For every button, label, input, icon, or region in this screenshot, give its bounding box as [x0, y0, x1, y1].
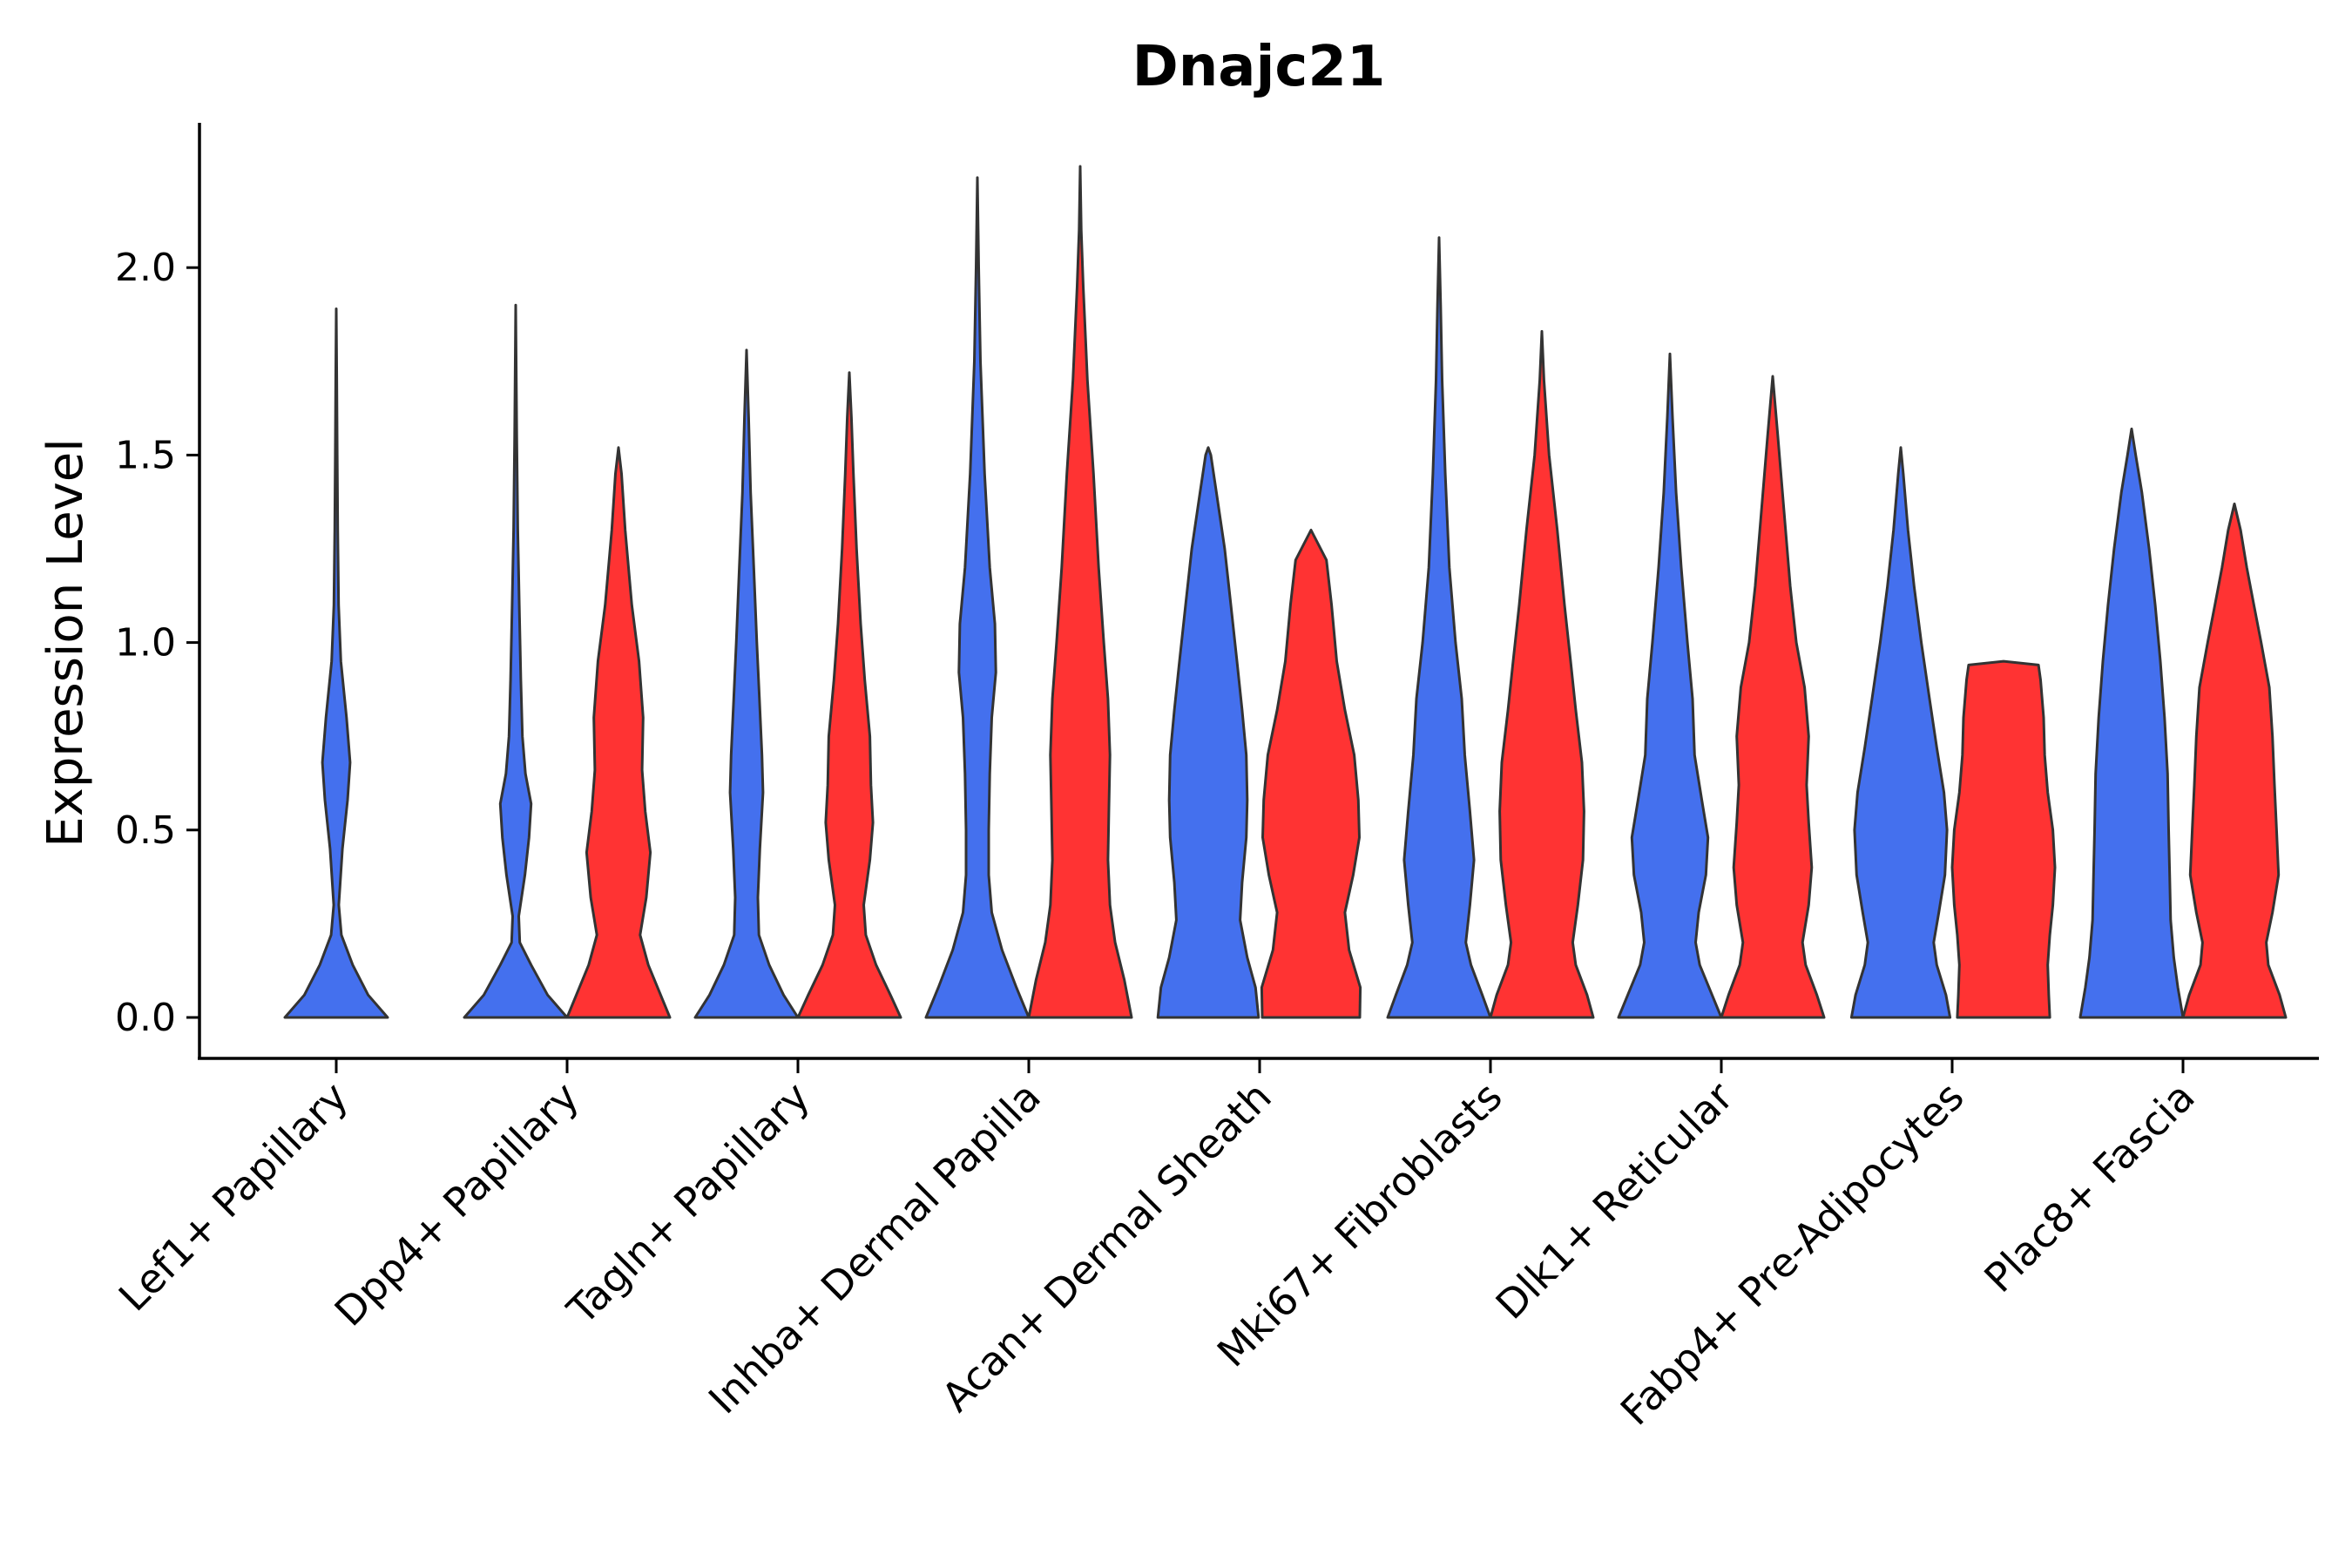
- violin-dlk1-reticular-blue: [1617, 352, 1723, 1019]
- violin-inhba-dermal-papilla-red: [1027, 165, 1133, 1019]
- violin-fabp4-pre-adipocytes-blue: [1849, 446, 1952, 1019]
- violin-lef1-papillary-blue: [283, 308, 389, 1019]
- violin-dlk1-reticular-red: [1720, 375, 1826, 1019]
- violin-dpp4-papillary-blue: [463, 303, 569, 1019]
- y-ticks-group: 0.0 0.5 1.0 1.5 2.0: [115, 246, 199, 1040]
- y-tick-label: 0.0: [115, 996, 176, 1040]
- violin-mki67-fibroblasts-blue: [1386, 236, 1492, 1019]
- y-tick-label: 2.0: [115, 246, 176, 290]
- violin-tagln-papillary-red: [796, 371, 902, 1019]
- violin-plac8-fascia-red: [2181, 502, 2288, 1019]
- violin-mki67-fibroblasts-red: [1489, 329, 1595, 1019]
- violin-acan-dermal-sheath-blue: [1156, 446, 1260, 1019]
- y-axis-label: Expression Level: [37, 438, 94, 848]
- x-tick-label-dlk1-reticular: Dlk1+ Reticular: [1487, 1073, 1742, 1328]
- x-tick-label-tagln-papillary: Tagln+ Papillary: [558, 1073, 819, 1335]
- y-tick-label: 0.5: [115, 808, 176, 853]
- violin-tagln-papillary-blue: [693, 348, 800, 1019]
- violin-fabp4-pre-adipocytes-red: [1950, 659, 2057, 1019]
- y-tick-label: 1.5: [115, 433, 176, 477]
- violin-inhba-dermal-papilla-blue: [924, 176, 1031, 1019]
- violin-acan-dermal-sheath-red: [1260, 529, 1362, 1019]
- chart-title: Dnajc21: [1132, 35, 1386, 99]
- violin-plac8-fascia-blue: [2078, 427, 2185, 1019]
- violin-dpp4-papillary-red: [565, 446, 672, 1019]
- x-tick-label-plac8-fascia: Plac8+ Fascia: [1975, 1073, 2203, 1301]
- violins-group: [283, 165, 2288, 1019]
- y-tick-label: 1.0: [115, 621, 176, 666]
- x-tick-label-lef1-papillary: Lef1+ Papillary: [110, 1073, 357, 1321]
- x-tick-label-dpp4-papillary: Dpp4+ Papillary: [326, 1073, 588, 1335]
